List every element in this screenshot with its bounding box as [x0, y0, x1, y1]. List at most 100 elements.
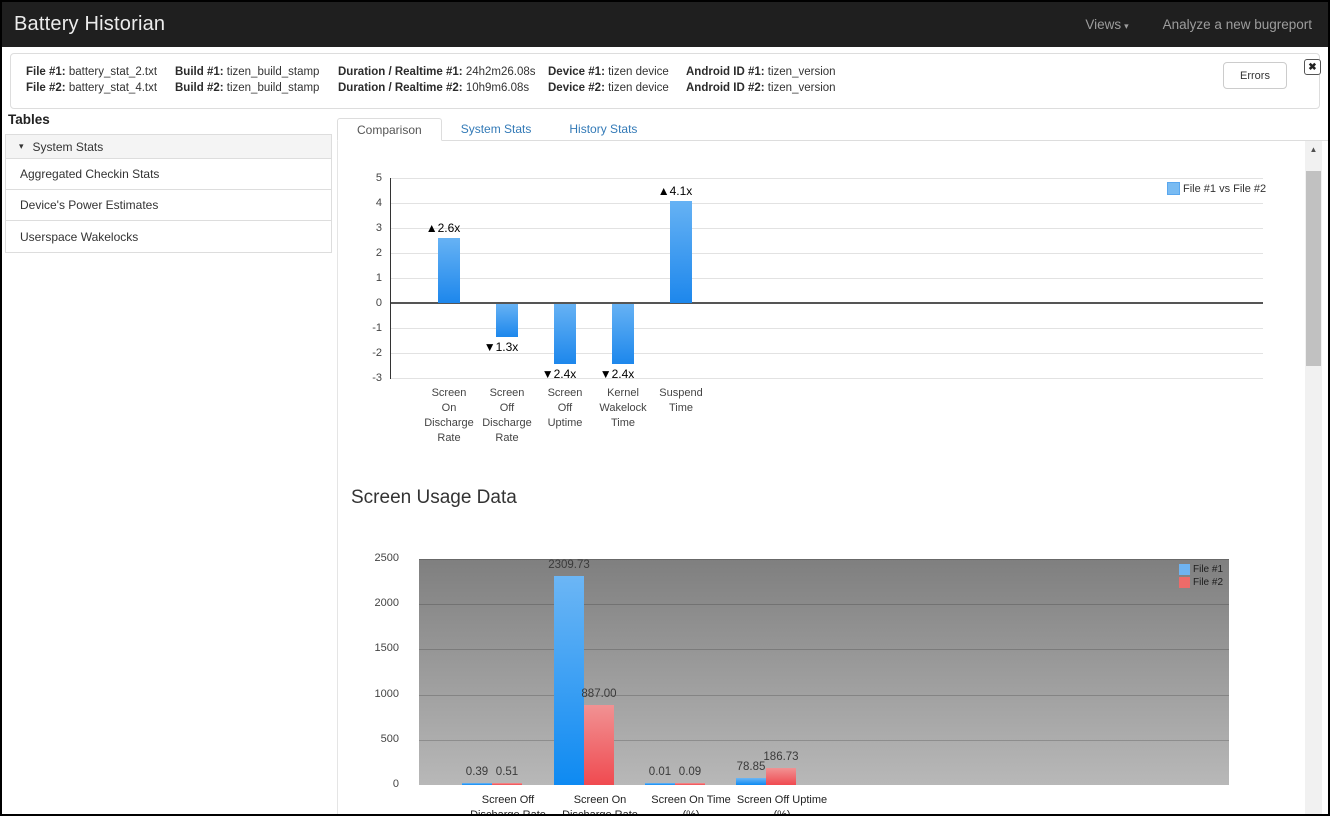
- info-row: Device #1: tizen device: [548, 64, 686, 80]
- app-title[interactable]: Battery Historian: [2, 13, 165, 36]
- info-row: Build #2: tizen_build_stamp: [175, 80, 338, 96]
- x-label-line: On: [417, 401, 481, 416]
- y-axis-tick-label: 0: [351, 778, 399, 790]
- gridline: [419, 695, 1229, 696]
- x-label-line: Off: [533, 401, 597, 416]
- sidebar-item-device-s-power-estimates[interactable]: Device's Power Estimates: [6, 190, 331, 221]
- x-label-line: Kernel: [591, 386, 655, 401]
- comparison-chart: 543210-1-2-3▲2.6xScreenOnDischargeRate▼1…: [338, 141, 1304, 471]
- vertical-scrollbar[interactable]: ▲: [1305, 141, 1322, 814]
- x-label-line: Discharge: [475, 416, 539, 431]
- gridline: [391, 253, 1263, 254]
- y-axis-tick-label: -2: [352, 347, 382, 359]
- info-row: Duration / Realtime #2: 10h9m6.08s: [338, 80, 548, 96]
- bar-file-1-screen-on-time-[interactable]: [645, 783, 675, 785]
- legend-swatch-file-1: [1179, 564, 1190, 575]
- gridline: [391, 278, 1263, 279]
- legend-swatch-file-2: [1179, 577, 1190, 588]
- navbar-right: Views▾ Analyze a new bugreport: [1085, 17, 1328, 32]
- top-navbar: Battery Historian Views▾ Analyze a new b…: [2, 2, 1328, 47]
- bar-kernel-wakelock-time[interactable]: [612, 304, 634, 364]
- gridline: [419, 604, 1229, 605]
- tab-history-stats[interactable]: History Stats: [550, 118, 656, 140]
- info-column: Device #1: tizen deviceDevice #2: tizen …: [548, 64, 686, 96]
- bar-suspend-time[interactable]: [670, 201, 692, 304]
- y-axis-tick-label: 2: [352, 247, 382, 259]
- gridline: [391, 328, 1263, 329]
- chart-plot-area: 0.390.512309.73887.000.010.0978.85186.73…: [419, 559, 1229, 785]
- y-axis-tick-label: 5: [352, 172, 382, 184]
- scroll-up-icon[interactable]: ▲: [1305, 143, 1322, 157]
- sidebar-item-aggregated-checkin-stats[interactable]: Aggregated Checkin Stats: [6, 159, 331, 190]
- main-area: ComparisonSystem StatsHistory Stats 5 4 3 2…: [337, 118, 1328, 814]
- sidebar-item-userspace-wakelocks[interactable]: Userspace Wakelocks: [6, 221, 331, 252]
- tab-system-stats[interactable]: System Stats: [442, 118, 551, 140]
- info-label: Android ID #1:: [686, 66, 765, 78]
- tables-sidebar: Tables ▾ System Stats Aggregated Checkin…: [5, 112, 332, 253]
- system-stats-panel: ▾ System Stats Aggregated Checkin StatsD…: [5, 134, 332, 253]
- bar-file-2-screen-off-uptime-[interactable]: [766, 768, 796, 785]
- sidebar-group-label: System Stats: [33, 140, 104, 154]
- y-axis-line: [390, 178, 391, 379]
- info-row: Device #2: tizen device: [548, 80, 686, 96]
- info-label: Device #1:: [548, 66, 605, 78]
- bar-annotation: ▼1.3x: [465, 340, 537, 354]
- info-column: Duration / Realtime #1: 24h2m26.08sDurat…: [338, 64, 548, 96]
- bar-screen-on-discharge-rate[interactable]: [438, 238, 460, 303]
- x-label-line: Time: [649, 401, 713, 416]
- bar-file-2-screen-on-discharge-rate[interactable]: [584, 705, 614, 785]
- bar-file-1-screen-off-uptime-[interactable]: [736, 778, 766, 785]
- tab-content: 543210-1-2-3▲2.6xScreenOnDischargeRate▼1…: [337, 141, 1328, 814]
- x-label-line: Screen: [475, 386, 539, 401]
- x-axis-category-label: KernelWakelockTime: [591, 386, 655, 431]
- info-label: Android ID #2:: [686, 82, 765, 94]
- gridline: [391, 228, 1263, 229]
- x-axis-category-label: SuspendTime: [649, 386, 713, 416]
- y-axis-tick-label: 1: [352, 272, 382, 284]
- chart-legend: File #1 vs File #2: [1167, 182, 1266, 195]
- x-label-line: Wakelock: [591, 401, 655, 416]
- bar-file-2-screen-off-discharge-rate[interactable]: [492, 783, 522, 785]
- info-label: Build #1:: [175, 66, 224, 78]
- bar-value-label: 186.73: [739, 751, 823, 763]
- bar-screen-off-discharge-rate[interactable]: [496, 304, 518, 337]
- close-icon[interactable]: ✖: [1304, 59, 1321, 75]
- info-label: Duration / Realtime #2:: [338, 82, 463, 94]
- info-column: File #1: battery_stat_2.txtFile #2: batt…: [26, 64, 175, 96]
- chart-legend: File #1File #2: [1179, 563, 1223, 589]
- info-label: File #2:: [26, 82, 66, 94]
- legend-label: File #1 vs File #2: [1183, 183, 1266, 195]
- legend-entry: File #1: [1179, 563, 1223, 576]
- x-label-line: Rate: [475, 431, 539, 446]
- scrollbar-thumb[interactable]: [1306, 171, 1321, 366]
- x-label-line: Time: [591, 416, 655, 431]
- legend-label: File #2: [1193, 576, 1223, 589]
- bar-annotation: ▲2.6x: [407, 221, 479, 235]
- x-axis-category-label: ScreenOffDischargeRate: [475, 386, 539, 446]
- bar-annotation: ▼2.4x: [581, 367, 653, 381]
- x-label-line: Discharge: [417, 416, 481, 431]
- x-label-line: Off: [475, 401, 539, 416]
- analyze-new-bugreport-link[interactable]: Analyze a new bugreport: [1163, 17, 1312, 32]
- info-label: File #1:: [26, 66, 66, 78]
- views-menu[interactable]: Views▾: [1085, 17, 1128, 32]
- info-row: File #2: battery_stat_4.txt: [26, 80, 175, 96]
- sidebar-group-system-stats[interactable]: ▾ System Stats: [6, 135, 331, 159]
- info-row: Android ID #2: tizen_version: [686, 80, 846, 96]
- x-axis-category-label: ScreenOnDischargeRate: [417, 386, 481, 446]
- bar-screen-off-uptime[interactable]: [554, 304, 576, 364]
- bar-file-2-screen-on-time-[interactable]: [675, 783, 705, 785]
- errors-button[interactable]: Errors: [1223, 62, 1287, 89]
- y-axis-tick-label: 2000: [351, 597, 399, 609]
- zero-gridline: [391, 302, 1263, 304]
- y-axis-tick-label: 3: [352, 222, 382, 234]
- bar-file-1-screen-on-discharge-rate[interactable]: [554, 576, 584, 785]
- bar-value-label: 0.51: [465, 766, 549, 778]
- info-label: Device #2:: [548, 82, 605, 94]
- y-axis-tick-label: 2500: [351, 552, 399, 564]
- caret-down-icon: ▾: [1124, 21, 1129, 31]
- y-axis-tick-label: 1500: [351, 642, 399, 654]
- bar-file-1-screen-off-discharge-rate[interactable]: [462, 783, 492, 785]
- y-axis-tick-label: 4: [352, 197, 382, 209]
- tab-comparison[interactable]: Comparison: [337, 118, 442, 141]
